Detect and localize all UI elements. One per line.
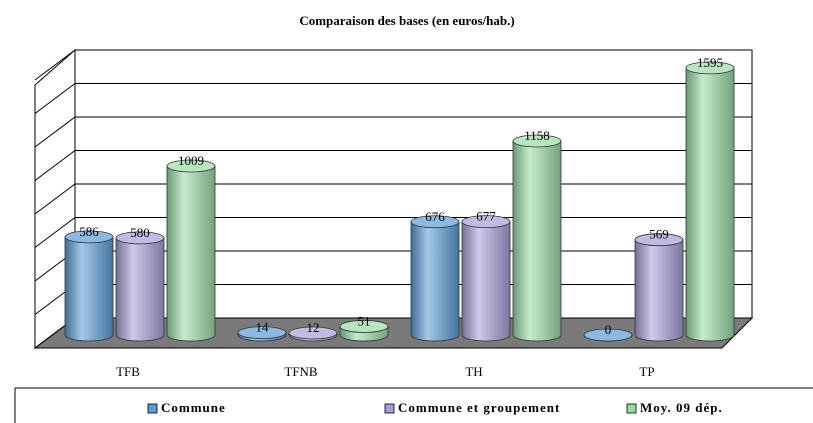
bar [685, 61, 735, 342]
data-label: 1158 [524, 128, 550, 143]
legend-swatch [384, 403, 395, 414]
data-label: 677 [476, 209, 496, 224]
bar [339, 320, 389, 342]
bar [634, 233, 684, 342]
bar [288, 326, 338, 342]
grid-line [34, 217, 76, 248]
data-label: 1009 [178, 153, 204, 168]
grid-line [34, 150, 76, 181]
bar-body [512, 140, 562, 342]
data-label: 569 [649, 227, 669, 242]
bar [237, 326, 287, 342]
data-label: 1595 [697, 55, 723, 70]
legend-label: Moy. 09 dép. [640, 400, 723, 415]
data-label: 586 [79, 224, 99, 239]
grid-line [34, 49, 76, 81]
bar-top [461, 215, 511, 229]
grid-line [34, 183, 76, 215]
data-label: 580 [130, 225, 150, 240]
legend-label: Commune et groupement [398, 400, 560, 415]
bar [583, 328, 633, 342]
legend-swatch [147, 403, 158, 414]
chart-title: Comparaison des bases (en euros/hab.) [299, 13, 514, 28]
grid-line [34, 116, 76, 148]
bar-top [410, 215, 460, 229]
x-tick-label: TFB [116, 364, 140, 379]
bar [166, 159, 216, 342]
data-label: 14 [256, 320, 270, 335]
legend-swatch [626, 403, 637, 414]
bar-body [115, 237, 165, 342]
bar-top [115, 231, 165, 245]
bar-top [512, 134, 562, 148]
grid-line [34, 83, 76, 114]
data-label: 51 [358, 313, 371, 328]
bar-body [461, 221, 511, 342]
bar-body [410, 221, 460, 342]
bar-top [685, 61, 735, 75]
data-label: 12 [307, 320, 320, 335]
bar [512, 134, 562, 342]
x-tick-label: TFNB [284, 364, 318, 379]
bar-body [64, 236, 114, 342]
bar-top [64, 230, 114, 244]
bar-top [634, 233, 684, 247]
bar-top [583, 328, 633, 342]
x-tick-label: TH [465, 364, 482, 379]
bar-top [288, 326, 338, 340]
bar [410, 215, 460, 342]
bar-top [166, 159, 216, 173]
legend: Commune Commune et groupement Moy. 09 dép. [147, 400, 723, 415]
bar [461, 215, 511, 342]
bar-top [237, 326, 287, 340]
data-label: 676 [425, 209, 445, 224]
x-tick-label: TP [639, 364, 654, 379]
bar-body [685, 67, 735, 342]
bar [115, 231, 165, 342]
bar-body [166, 165, 216, 342]
data-label: 0 [605, 322, 612, 337]
bar-body [634, 239, 684, 342]
bar [64, 230, 114, 342]
legend-label: Commune [161, 400, 226, 415]
bar-top [339, 320, 389, 333]
